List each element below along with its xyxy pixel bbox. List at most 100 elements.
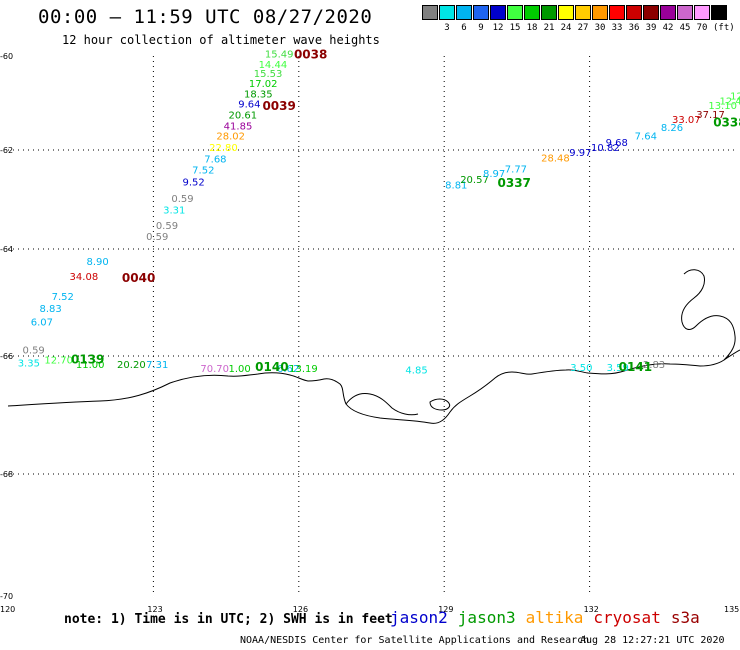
wave-height-value: 3.59: [607, 363, 629, 374]
wave-height-value: 2.83: [643, 360, 665, 371]
wave-height-value: 17.02: [249, 79, 278, 90]
lat-tick-label: -68: [0, 470, 13, 479]
wave-height-value: 13.10: [708, 101, 737, 112]
wave-height-value: 15.49: [265, 49, 294, 60]
wave-height-value: 6.62: [277, 364, 299, 375]
graticule: [8, 56, 735, 596]
wave-height-value: 20.20: [117, 360, 146, 371]
lon-tick-label: 129: [438, 605, 453, 614]
wave-height-value: 8.81: [445, 181, 467, 192]
wave-height-value: 7.52: [192, 165, 214, 176]
wave-height-value: 22.80: [209, 143, 238, 154]
wave-height-value: 0.59: [23, 345, 45, 356]
wave-height-value: 0.59: [146, 232, 168, 243]
lon-tick-label: 135: [724, 605, 739, 614]
coastline-east-bay: [723, 349, 740, 361]
pass-time-label: 0141: [619, 360, 652, 374]
pass-time-label: 0139: [71, 353, 104, 367]
wave-height-value: 9.68: [606, 138, 628, 149]
lat-tick-label: -60: [0, 52, 13, 61]
pass-time-labels: 0038 0039 0040 0139 0140 0337 0338 0141: [71, 47, 740, 373]
legend-swatch: [524, 5, 540, 20]
satellite-legend: jason2 jason3 altika cryosat s3a: [390, 608, 710, 627]
legend-label: 30: [594, 23, 606, 33]
legend-label: 18: [526, 23, 538, 33]
wave-height-value: 37.17: [696, 110, 725, 121]
legend-unit: (ft): [713, 23, 735, 33]
legend-label: 36: [628, 23, 640, 33]
wave-height-value: 28.02: [216, 132, 245, 143]
wave-height-value: 34.08: [70, 272, 99, 283]
wave-height-value: 15.53: [254, 69, 283, 80]
pass-time-label: 0337: [498, 176, 531, 190]
legend-swatch: [575, 5, 591, 20]
lon-tick-label: 126: [293, 605, 308, 614]
wave-height-value: 0.59: [171, 194, 193, 205]
legend-label: 42: [662, 23, 674, 33]
wave-height-value: 8.26: [661, 123, 683, 134]
wave-height-value: 20.61: [229, 111, 258, 122]
legend-swatch: [643, 5, 659, 20]
wave-height-value: 33.07: [672, 115, 701, 126]
pass-time-label: 0338: [713, 116, 740, 130]
legend-label: 12: [492, 23, 504, 33]
lat-tick-label: -66: [0, 352, 13, 361]
credit-line: NOAA/NESDIS Center for Satellite Applica…: [240, 635, 590, 646]
wave-height-value: 41.85: [224, 121, 253, 132]
legend-swatch: [541, 5, 557, 20]
lat-tick-label: -64: [0, 245, 13, 254]
pass-time-label: 0140: [255, 360, 288, 374]
legend-swatch: [677, 5, 693, 20]
legend-label: 3: [444, 23, 450, 33]
legend-swatch: [507, 5, 523, 20]
legend-swatch: [660, 5, 676, 20]
wave-height-value: 7.77: [505, 164, 527, 175]
legend-swatch: [592, 5, 608, 20]
wave-height-value: 9.52: [182, 178, 204, 189]
map-title: 00:00 – 11:59 UTC 08/27/2020: [38, 6, 373, 28]
wave-height-value: 13.19: [289, 364, 318, 375]
wave-height-value: 3.31: [163, 205, 185, 216]
pass-time-label: 0039: [262, 99, 295, 113]
wave-height-value: 28.48: [541, 153, 570, 164]
legend-label: 21: [543, 23, 555, 33]
lon-tick-label: 132: [584, 605, 599, 614]
lon-tick-label: 123: [147, 605, 162, 614]
wave-height-value: 8.90: [87, 257, 109, 268]
legend-swatch: [490, 5, 506, 20]
pass-time-label: 0040: [122, 271, 155, 285]
legend-swatch: [473, 5, 489, 20]
wave-height-value: 12.70: [44, 356, 73, 367]
satellite-name: jason2: [390, 608, 448, 627]
wave-height-value: 7.52: [52, 292, 74, 303]
map-subtitle: 12 hour collection of altimeter wave hei…: [62, 33, 380, 47]
legend-label: 6: [461, 23, 467, 33]
wave-height-value: 14.44: [259, 60, 288, 71]
satellite-name: jason3: [457, 608, 516, 627]
legend-swatch: [456, 5, 472, 20]
legend-swatch: [711, 5, 727, 20]
wave-height-value: 7.68: [204, 154, 226, 165]
legend-label: 39: [645, 23, 657, 33]
legend-swatch: [439, 5, 455, 20]
wave-height-value: 8.83: [40, 304, 62, 315]
axis-ticks: 120 123 126 129 132 135 -60 -62 -64 -66 -68 -70: [0, 52, 739, 614]
legend-swatch: [694, 5, 710, 20]
legend-label: 45: [679, 23, 691, 33]
coastline-island: [429, 398, 451, 411]
generated-timestamp: Aug 28 12:27:21 UTC 2020: [580, 635, 725, 646]
wave-height-value: 1.00: [229, 364, 251, 375]
wave-height-value: 6.07: [31, 318, 53, 329]
wave-height-value: 70.70: [200, 364, 229, 375]
lon-tick-label: 120: [0, 605, 15, 614]
legend-label: 70: [696, 23, 708, 33]
legend-swatch: [609, 5, 625, 20]
wave-height-value: 7.31: [146, 360, 168, 371]
wave-height-value: 9.64: [238, 100, 260, 111]
wave-height-value: 12.40: [719, 96, 740, 107]
wave-height-labels: 15.4914.4415.5317.0218.359.6420.6141.852…: [18, 49, 740, 376]
wave-height-value: 9.97: [569, 148, 591, 159]
satellite-name: altika: [525, 608, 584, 627]
